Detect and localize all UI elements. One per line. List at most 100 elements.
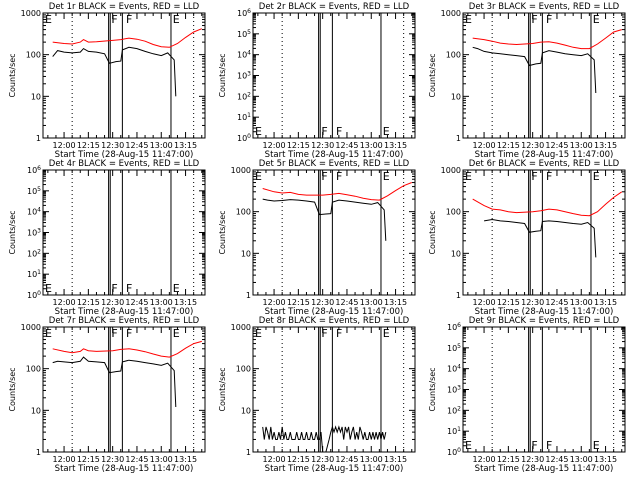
x-tick-label: 13:00	[570, 141, 593, 150]
y-tick-label: 105	[447, 343, 461, 353]
series-line-lld	[52, 340, 202, 358]
y-tick-label: 104	[27, 207, 41, 217]
x-tick-label: 13:15	[384, 298, 407, 307]
y-tick-label: 105	[237, 29, 251, 39]
event-marker-2: F	[321, 125, 327, 138]
x-axis-label: Start Time (28-Aug-15 11:47:00)	[55, 464, 194, 474]
y-tick-label: 103	[237, 71, 251, 81]
event-marker-3: F	[126, 13, 132, 26]
x-tick-label: 12:00	[473, 455, 496, 464]
y-tick-label: 10	[241, 249, 251, 258]
x-tick-label: 13:15	[384, 141, 407, 150]
chart-panel-4: Det 4r BLACK = Events, RED = LLD E F F E 100 1…	[8, 159, 206, 317]
x-tick-label: 13:15	[384, 455, 407, 464]
event-marker-4: E	[593, 170, 600, 183]
x-tick-label: 12:30	[521, 141, 544, 150]
chart-panel-9: Det 9r BLACK = Events, RED = LLD E F F E 100 1…	[428, 316, 626, 474]
y-axis-label: Counts/sec	[218, 53, 227, 97]
x-axis-label: Start Time (28-Aug-15 11:47:00)	[475, 464, 614, 474]
x-tick-label: 12:15	[497, 298, 520, 307]
chart-panel-2: Det 2r BLACK = Events, RED = LLD E F F E 100 1…	[218, 2, 416, 160]
y-tick-label: 105	[27, 186, 41, 196]
x-axis-label: Start Time (28-Aug-15 11:47:00)	[475, 150, 614, 160]
y-tick-label: 1000	[231, 323, 251, 332]
x-axis-label: Start Time (28-Aug-15 11:47:00)	[55, 150, 194, 160]
event-marker-4: E	[173, 282, 180, 295]
x-tick-label: 13:15	[594, 455, 617, 464]
x-tick-label: 13:00	[360, 298, 383, 307]
event-marker-1: E	[465, 439, 472, 452]
series-line-events	[484, 218, 597, 258]
x-tick-label: 13:15	[594, 298, 617, 307]
plot-frame	[462, 326, 626, 453]
y-axis-label: Counts/sec	[8, 53, 17, 97]
chart-title: Det 3r BLACK = Events, RED = LLD	[469, 2, 620, 12]
chart-title: Det 2r BLACK = Events, RED = LLD	[259, 2, 410, 12]
x-axis-label: Start Time (28-Aug-15 11:47:00)	[265, 307, 404, 317]
x-tick-label: 12:30	[521, 455, 544, 464]
x-tick-label: 12:30	[101, 141, 124, 150]
y-axis-label: Counts/sec	[428, 53, 437, 97]
x-tick-label: 12:00	[53, 298, 76, 307]
y-tick-label: 1000	[21, 9, 41, 18]
x-tick-label: 12:30	[311, 141, 334, 150]
x-tick-label: 13:15	[594, 141, 617, 150]
x-tick-label: 13:00	[360, 455, 383, 464]
x-tick-label: 12:15	[77, 298, 100, 307]
x-tick-label: 13:00	[570, 298, 593, 307]
y-tick-label: 100	[26, 365, 41, 374]
series-line-events	[262, 198, 387, 241]
y-axis-label: Counts/sec	[218, 367, 227, 411]
x-tick-label: 12:15	[287, 455, 310, 464]
y-tick-label: 1	[246, 291, 251, 300]
x-tick-label: 13:15	[174, 141, 197, 150]
x-axis-label: Start Time (28-Aug-15 11:47:00)	[265, 464, 404, 474]
y-axis-label: Counts/sec	[8, 367, 17, 411]
y-tick-label: 100	[237, 133, 251, 143]
event-marker-1: E	[465, 13, 472, 26]
x-tick-label: 12:45	[545, 141, 568, 150]
y-tick-label: 102	[27, 248, 41, 258]
event-marker-3: F	[546, 13, 552, 26]
x-tick-label: 12:15	[497, 141, 520, 150]
x-tick-label: 12:45	[125, 141, 148, 150]
plot-frame	[252, 326, 416, 453]
y-tick-label: 1	[456, 291, 461, 300]
y-tick-label: 106	[447, 322, 461, 332]
y-tick-label: 104	[447, 364, 461, 374]
x-tick-label: 12:30	[521, 298, 544, 307]
x-tick-label: 12:45	[125, 298, 148, 307]
event-marker-3: F	[546, 170, 552, 183]
y-tick-label: 10	[451, 92, 461, 101]
x-tick-label: 12:45	[545, 298, 568, 307]
plot-frame	[252, 169, 416, 296]
series-line-events	[52, 46, 177, 97]
y-tick-label: 100	[236, 365, 251, 374]
x-tick-label: 12:15	[287, 298, 310, 307]
y-tick-label: 104	[237, 50, 251, 60]
x-tick-label: 12:15	[77, 141, 100, 150]
x-tick-label: 13:00	[570, 455, 593, 464]
chart-title: Det 8r BLACK = Events, RED = LLD	[259, 316, 410, 326]
y-axis-label: Counts/sec	[428, 210, 437, 254]
y-tick-label: 106	[237, 8, 251, 18]
y-tick-label: 100	[446, 51, 461, 60]
event-marker-1: E	[255, 327, 262, 340]
chart-title: Det 4r BLACK = Events, RED = LLD	[49, 159, 200, 169]
chart-title: Det 1r BLACK = Events, RED = LLD	[49, 2, 200, 12]
event-marker-2: F	[111, 282, 117, 295]
event-marker-1: E	[45, 282, 52, 295]
x-tick-label: 12:00	[263, 455, 286, 464]
y-tick-label: 1000	[441, 9, 461, 18]
y-tick-label: 10	[31, 92, 41, 101]
plot-frame	[462, 12, 626, 139]
y-tick-label: 101	[237, 112, 251, 122]
event-marker-1: E	[255, 125, 262, 138]
x-tick-label: 12:45	[545, 455, 568, 464]
x-tick-label: 12:00	[263, 298, 286, 307]
event-marker-3: F	[336, 125, 342, 138]
x-tick-label: 12:45	[335, 455, 358, 464]
